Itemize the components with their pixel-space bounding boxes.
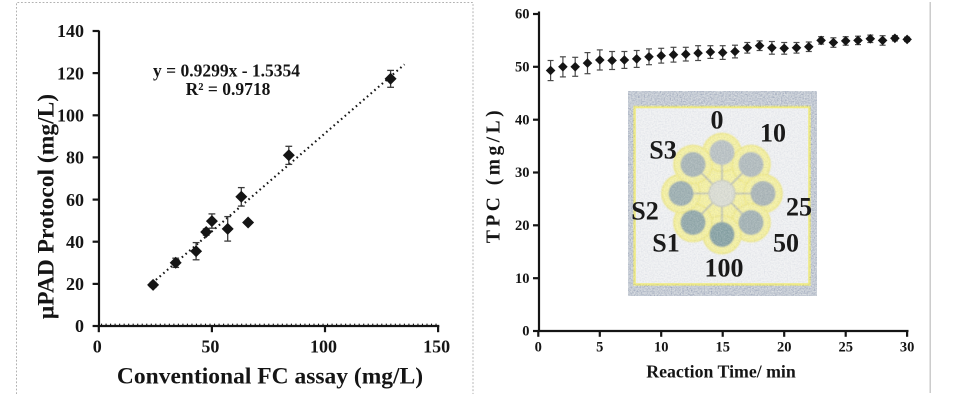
svg-text:100: 100 — [705, 253, 744, 282]
svg-text:R² = 0.9718: R² = 0.9718 — [186, 79, 271, 99]
svg-text:10: 10 — [515, 271, 530, 287]
svg-text:50: 50 — [773, 228, 799, 257]
svg-text:25: 25 — [838, 339, 853, 355]
svg-text:0: 0 — [93, 337, 102, 357]
svg-text:y = 0.9299x - 1.5354: y = 0.9299x - 1.5354 — [153, 60, 300, 80]
svg-text:0: 0 — [522, 324, 529, 340]
svg-text:100: 100 — [57, 106, 84, 126]
svg-text:50: 50 — [201, 337, 219, 357]
svg-text:0: 0 — [711, 105, 724, 134]
svg-text:30: 30 — [900, 339, 915, 355]
svg-text:Reaction Time/ min: Reaction Time/ min — [646, 361, 796, 381]
svg-text:S3: S3 — [649, 135, 676, 164]
svg-text:15: 15 — [715, 339, 730, 355]
svg-text:80: 80 — [66, 148, 84, 168]
svg-text:25: 25 — [786, 192, 812, 221]
svg-text:20: 20 — [66, 274, 84, 294]
svg-text:150: 150 — [423, 337, 450, 357]
svg-text:TPC (mg/L): TPC (mg/L) — [484, 107, 505, 243]
svg-text:20: 20 — [515, 218, 530, 234]
svg-text:0: 0 — [75, 316, 84, 336]
svg-text:120: 120 — [57, 63, 84, 83]
svg-text:S2: S2 — [631, 196, 658, 225]
svg-text:60: 60 — [66, 190, 84, 210]
svg-text:100: 100 — [310, 337, 337, 357]
svg-text:140: 140 — [57, 21, 84, 41]
svg-text:Conventional FC assay (mg/L): Conventional FC assay (mg/L) — [117, 364, 423, 390]
svg-text:5: 5 — [596, 339, 603, 355]
svg-text:0: 0 — [535, 339, 542, 355]
svg-text:20: 20 — [777, 339, 792, 355]
svg-text:10: 10 — [760, 118, 786, 147]
svg-text:50: 50 — [515, 60, 530, 76]
svg-text:S1: S1 — [652, 228, 679, 257]
svg-text:30: 30 — [515, 165, 530, 181]
svg-text:40: 40 — [515, 112, 530, 128]
svg-text:60: 60 — [515, 7, 530, 23]
svg-text:40: 40 — [66, 232, 84, 252]
svg-text:μPAD Protocol (mg/L): μPAD Protocol (mg/L) — [34, 94, 60, 319]
svg-text:10: 10 — [654, 339, 669, 355]
